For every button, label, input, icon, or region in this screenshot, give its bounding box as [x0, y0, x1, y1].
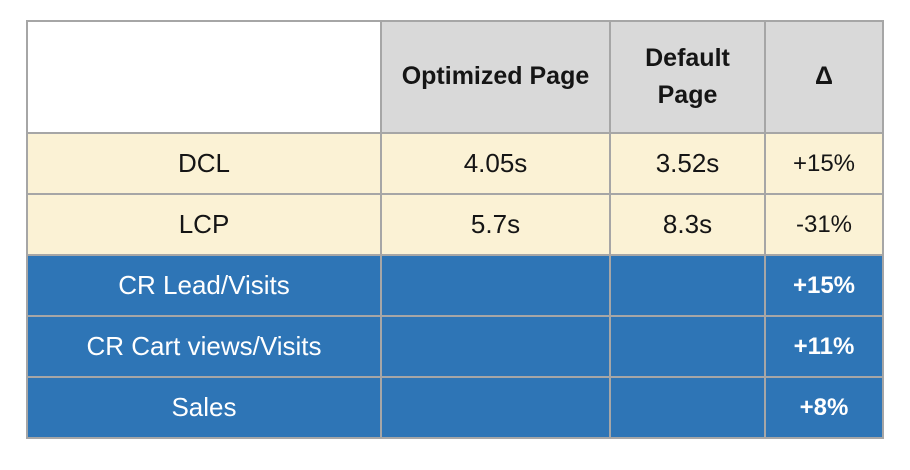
row-label: DCL	[26, 132, 382, 195]
default-value: 8.3s	[609, 193, 766, 256]
delta-value: +15%	[764, 254, 884, 317]
row-label: Sales	[26, 376, 382, 439]
header-default-page: Default Page	[609, 20, 766, 134]
optimized-value	[380, 376, 611, 439]
table-row-cr-cart-views-visits: CR Cart views/Visits +11%	[26, 315, 884, 378]
header-delta: Δ	[764, 20, 884, 134]
header-row: Optimized Page Default Page Δ	[26, 20, 884, 134]
table-row-dcl: DCL 4.05s 3.52s +15%	[26, 132, 884, 195]
optimized-value: 4.05s	[380, 132, 611, 195]
row-label: LCP	[26, 193, 382, 256]
optimized-value: 5.7s	[380, 193, 611, 256]
corner-cell	[26, 20, 382, 134]
delta-value: -31%	[764, 193, 884, 256]
optimized-value	[380, 254, 611, 317]
delta-value: +8%	[764, 376, 884, 439]
table-row-lcp: LCP 5.7s 8.3s -31%	[26, 193, 884, 256]
optimized-value	[380, 315, 611, 378]
delta-value: +11%	[764, 315, 884, 378]
table-row-sales: Sales +8%	[26, 376, 884, 439]
row-label: CR Lead/Visits	[26, 254, 382, 317]
comparison-table: Optimized Page Default Page Δ DCL 4.05s …	[26, 20, 884, 439]
default-value	[609, 376, 766, 439]
delta-value: +15%	[764, 132, 884, 195]
row-label: CR Cart views/Visits	[26, 315, 382, 378]
table-row-cr-lead-visits: CR Lead/Visits +15%	[26, 254, 884, 317]
default-value: 3.52s	[609, 132, 766, 195]
header-optimized-page: Optimized Page	[380, 20, 611, 134]
default-value	[609, 315, 766, 378]
default-value	[609, 254, 766, 317]
